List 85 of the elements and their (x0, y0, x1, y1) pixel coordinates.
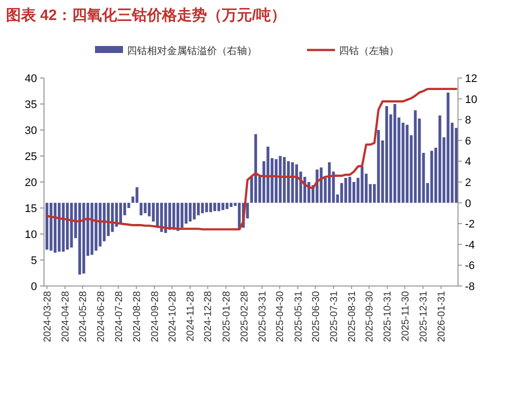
y-tick-label: 30 (24, 125, 37, 137)
x-tick-label: 2024-11-28 (186, 290, 197, 342)
y2-tick-label: 8 (465, 114, 472, 127)
y2-tick-label: 2 (465, 177, 472, 189)
bar (94, 202, 98, 251)
x-tick-label: 2024-06-28 (96, 290, 108, 342)
x-tick-label: 2024-04-28 (60, 290, 72, 342)
y-tick-label: 25 (24, 151, 37, 163)
x-tick-label: 2025-01-28 (221, 290, 232, 342)
x-tick-label: 2024-08-28 (132, 290, 143, 342)
bar (156, 202, 159, 228)
x-tick-label: 2024-03-28 (42, 290, 54, 342)
x-tick-label: 2025-03-31 (258, 290, 269, 342)
bar (184, 202, 188, 224)
bar (136, 187, 138, 203)
y-tick-label: 15 (24, 203, 37, 215)
x-tick-label: 2025-06-30 (310, 290, 322, 342)
bar (328, 162, 331, 203)
bar (70, 202, 73, 248)
y2-tick-label: -8 (465, 281, 475, 293)
y2-tick-label: 4 (465, 156, 472, 168)
bar (140, 202, 142, 216)
x-tick-label: 2025-07-31 (328, 290, 340, 342)
bar (98, 202, 102, 246)
bar (176, 202, 180, 231)
x-tick-label: 2024-05-28 (78, 290, 90, 342)
bar (111, 202, 114, 232)
bar (50, 202, 52, 251)
y2-tick-label: 12 (465, 73, 478, 85)
y2-tick-label: -2 (465, 218, 475, 231)
legend-label: 四钴相对金属钴溢价（右轴） (127, 45, 257, 57)
y2-tick-label: -6 (465, 260, 475, 272)
bar (230, 202, 233, 207)
y-tick-label: 40 (24, 73, 37, 85)
bar (274, 159, 278, 203)
y-tick-label: 20 (24, 177, 37, 189)
bar (266, 146, 270, 203)
bar (377, 130, 380, 203)
x-tick-label: 2024-12-28 (203, 290, 214, 342)
x-tick-label: 2025-09-30 (364, 290, 376, 342)
x-tick-label: 2025-02-28 (239, 290, 250, 342)
x-tick-label: 2024-07-28 (114, 290, 125, 342)
bar (287, 161, 290, 203)
x-tick-label: 2024-09-28 (150, 290, 162, 342)
x-tick-label: 2026-01-31 (436, 290, 448, 342)
x-tick-label: 2025-11-30 (400, 290, 412, 342)
y-tick-label: 35 (24, 99, 37, 111)
bar (291, 162, 294, 203)
bar (54, 202, 57, 253)
x-tick-label: 2025-10-31 (382, 290, 394, 342)
bar (164, 202, 168, 233)
bar (160, 202, 163, 232)
bar (446, 92, 450, 203)
bar (385, 106, 388, 203)
bar (438, 115, 442, 203)
bar (90, 202, 94, 255)
chart-title: 图表 42：四氧化三钴价格走势（万元/吨） (6, 7, 286, 24)
x-tick-label: 2025-12-31 (418, 290, 430, 342)
x-tick-label: 2025-08-31 (347, 290, 358, 342)
bar (414, 110, 417, 203)
x-tick-label: 2024-10-28 (168, 290, 179, 342)
bar (119, 202, 122, 224)
legend-label: 四钴（左轴） (339, 45, 399, 57)
bar (201, 202, 204, 214)
bar (66, 202, 69, 250)
bar (226, 202, 228, 210)
bar (295, 164, 298, 203)
bar (180, 202, 184, 228)
bar (360, 166, 364, 203)
bar (205, 202, 208, 212)
x-tick-label: 2025-05-31 (293, 290, 304, 342)
bar (196, 202, 200, 216)
y2-tick-label: 6 (465, 135, 472, 148)
bar (222, 202, 224, 210)
x-tick-label: 2025-04-30 (275, 290, 286, 342)
y2-tick-label: -4 (465, 239, 475, 252)
y2-tick-label: 10 (465, 94, 478, 106)
y-tick-label: 0 (30, 281, 37, 293)
y2-tick-label: 0 (465, 198, 472, 210)
bar (46, 202, 48, 250)
bar (246, 202, 249, 218)
y-tick-label: 5 (30, 255, 37, 267)
y-tick-label: 10 (24, 229, 37, 241)
line-series (46, 88, 458, 230)
bar (406, 124, 409, 203)
